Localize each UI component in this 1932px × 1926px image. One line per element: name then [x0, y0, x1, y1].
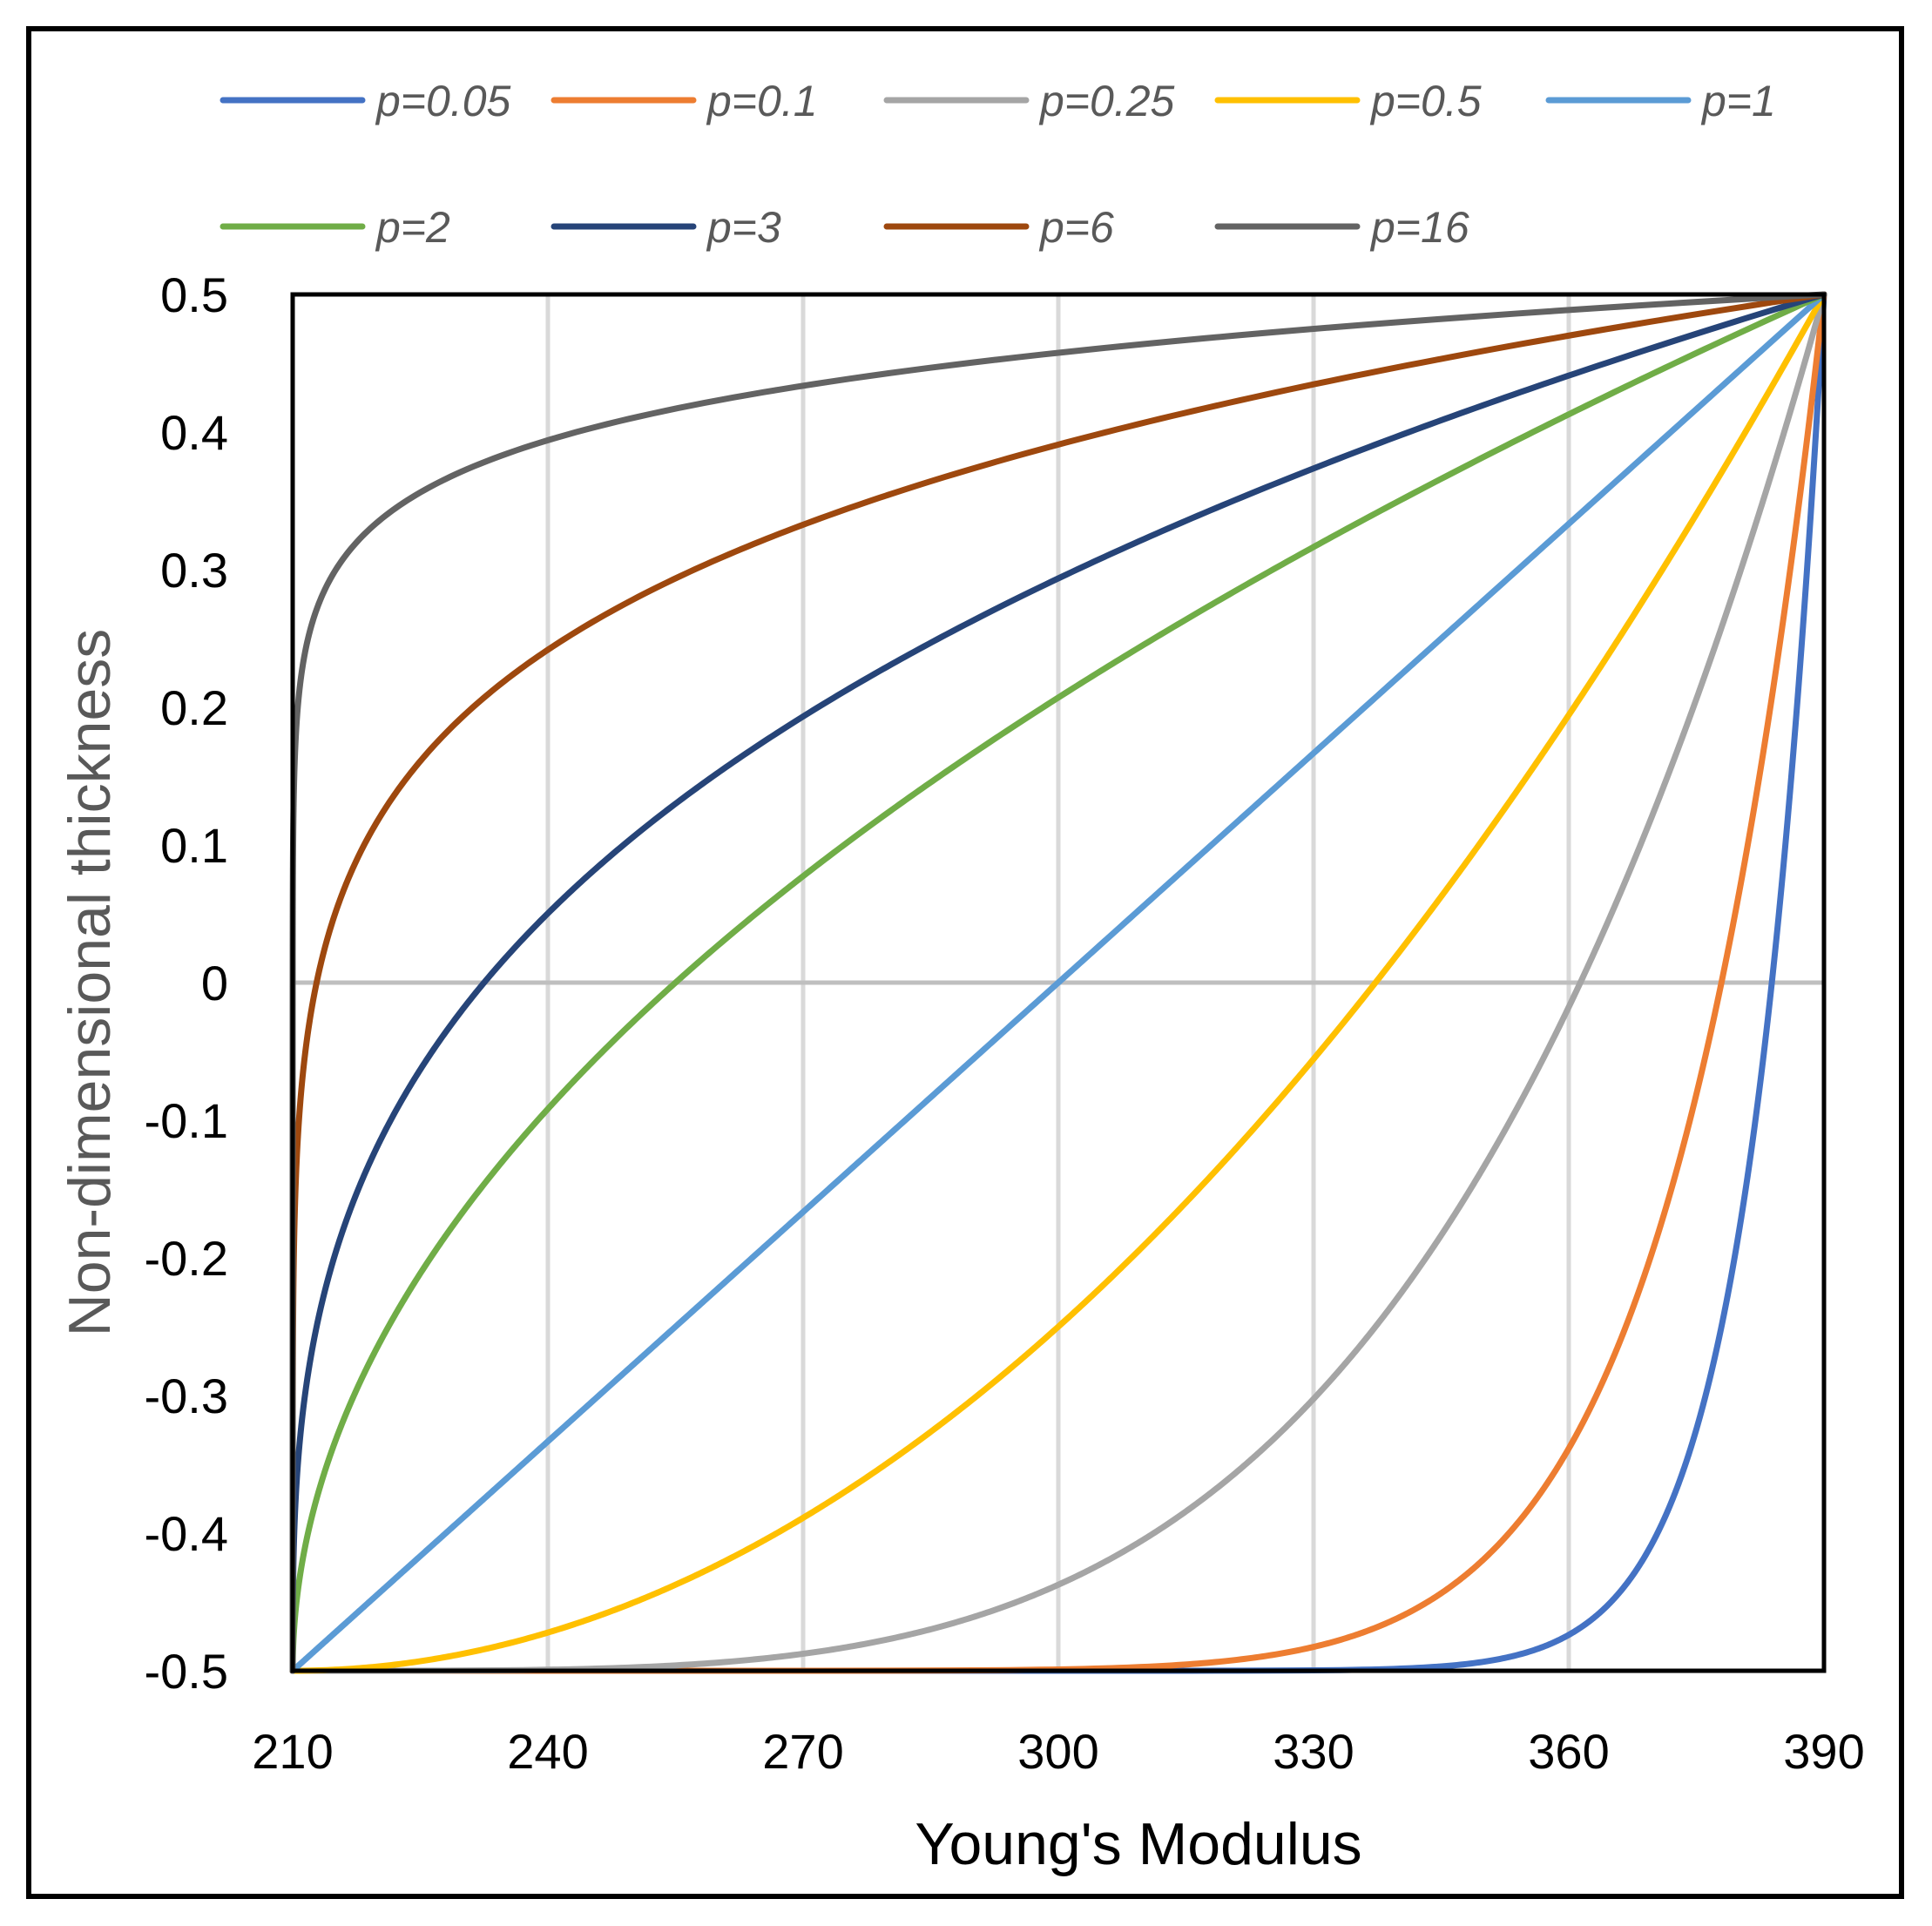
y-tick-labels: -0.5 -0.4 -0.3 -0.2 -0.1 0 0.1 0.2 0.3 0.4 0.5	[145, 267, 229, 1699]
y-tick-label: 0.1	[160, 818, 228, 873]
x-tick-label: 240	[507, 1724, 588, 1779]
legend-label: p=1	[1700, 77, 1776, 125]
plot-area-border	[290, 292, 1827, 1673]
x-axis-title: Young's Modulus	[915, 1811, 1361, 1877]
y-tick-label: 0.3	[160, 543, 228, 598]
legend-label: p=0.5	[1369, 77, 1482, 125]
legend: p=0.05 p=0.1 p=0.25 p=0.5 p=1 p=2 p=3 p=6 p=16	[220, 77, 1776, 252]
series-line-p=0.1	[289, 291, 1827, 1674]
legend-label: p=16	[1369, 203, 1469, 252]
series-line-p=1	[289, 291, 1827, 1674]
y-tick-label: -0.4	[145, 1506, 229, 1561]
series-line-p=2	[289, 291, 1827, 1674]
y-tick-label: 0.2	[160, 680, 228, 735]
series-line-p=0.05	[289, 291, 1827, 1674]
legend-label: p=0.1	[706, 77, 818, 125]
y-tick-label: -0.3	[145, 1368, 229, 1423]
y-tick-label: -0.5	[145, 1644, 229, 1699]
x-tick-label: 300	[1017, 1724, 1098, 1779]
legend-label: p=0.05	[375, 77, 511, 125]
series-line-p=0.5	[289, 291, 1827, 1674]
x-tick-label: 210	[252, 1724, 333, 1779]
y-tick-label: 0.4	[160, 405, 228, 460]
legend-label: p=6	[1038, 203, 1114, 252]
legend-label: p=3	[706, 203, 781, 252]
legend-label: p=0.25	[1038, 77, 1175, 125]
y-tick-label: 0.5	[160, 267, 228, 322]
x-tick-label: 390	[1783, 1724, 1864, 1779]
y-tick-label: -0.2	[145, 1231, 229, 1286]
x-tick-label: 270	[762, 1724, 843, 1779]
x-tick-label: 360	[1528, 1724, 1609, 1779]
y-tick-label: -0.1	[145, 1093, 229, 1148]
y-axis-title: Non-dimensional thickness	[57, 629, 123, 1337]
x-tick-labels: 210 240 270 300 330 360 390	[252, 1724, 1864, 1779]
y-tick-label: 0	[201, 956, 228, 1010]
series-line-p=0.25	[289, 291, 1827, 1674]
x-tick-label: 330	[1273, 1724, 1354, 1779]
legend-label: p=2	[375, 203, 450, 252]
